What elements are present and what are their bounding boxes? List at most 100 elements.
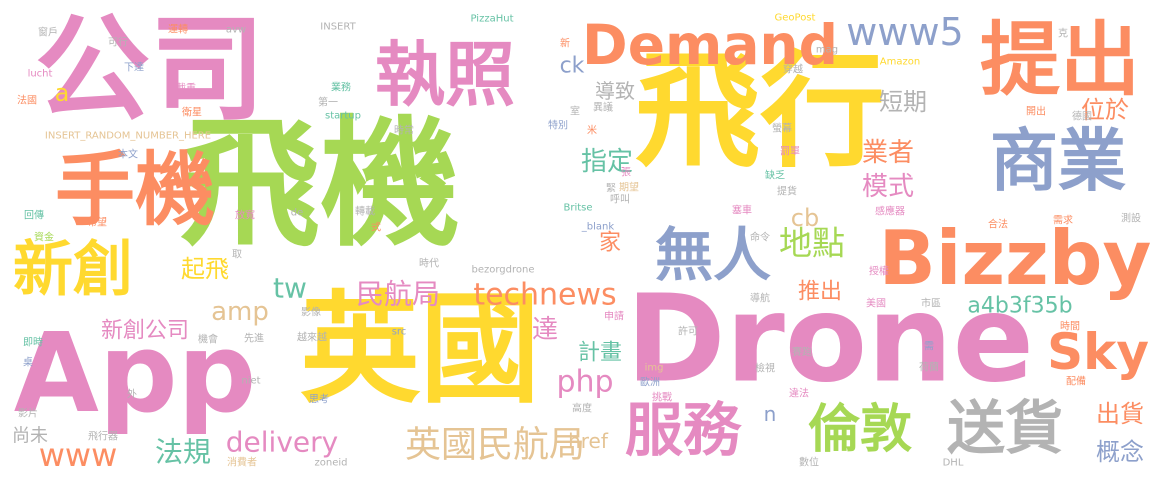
- cloud-word: 挑戰: [652, 391, 672, 404]
- cloud-word: 式: [371, 221, 381, 234]
- cloud-word: 可行: [108, 36, 128, 49]
- cloud-word: 資金: [34, 231, 54, 244]
- cloud-word: 回傳: [24, 209, 44, 222]
- cloud-word: 授權: [869, 265, 889, 278]
- cloud-word: 地點: [779, 224, 845, 263]
- cloud-word: 衛星: [182, 106, 202, 119]
- cloud-word: 荷蘭: [919, 361, 939, 374]
- cloud-word: 飛機: [180, 104, 460, 267]
- cloud-word: 運轉: [168, 23, 188, 36]
- cloud-word: 飛行器: [88, 430, 118, 443]
- cloud-word: a: [55, 79, 70, 107]
- cloud-word: avw: [226, 25, 246, 36]
- cloud-word: 公司: [35, 3, 265, 137]
- cloud-word: niet: [241, 376, 260, 387]
- cloud-word: 第一: [318, 96, 338, 109]
- cloud-word: 數位: [799, 456, 819, 469]
- cloud-word: de: [291, 208, 304, 219]
- cloud-word: 達: [532, 315, 558, 345]
- cloud-word: INSERT: [320, 22, 356, 33]
- cloud-word: 提出: [980, 14, 1140, 107]
- cloud-word: 命令: [750, 231, 770, 244]
- cloud-word: href: [568, 429, 609, 453]
- cloud-word: 期望: [619, 181, 639, 194]
- cloud-word: startup: [325, 111, 361, 122]
- cloud-word: 新創公司: [101, 319, 189, 344]
- cloud-word: 窗戶: [38, 26, 58, 39]
- cloud-word: cb: [791, 204, 819, 232]
- cloud-word: PizzaHut: [471, 14, 514, 25]
- cloud-word: delivery: [226, 426, 338, 459]
- cloud-word: img: [645, 363, 664, 374]
- cloud-word: 缺乏: [765, 169, 785, 182]
- cloud-word: 民航局: [356, 278, 440, 311]
- cloud-word: 異議: [593, 101, 613, 114]
- cloud-word: 消費者: [227, 456, 257, 469]
- cloud-word: 穿越: [783, 63, 803, 76]
- cloud-word: _blank: [581, 222, 615, 233]
- cloud-word: 導航: [750, 292, 770, 305]
- cloud-word: 位於: [1081, 96, 1129, 124]
- cloud-word: 本文: [118, 148, 138, 161]
- cloud-word: tw: [273, 272, 307, 305]
- cloud-word: 外: [127, 389, 137, 401]
- cloud-word: 倫敦: [808, 400, 912, 460]
- cloud-word: 家: [599, 231, 621, 256]
- cloud-word: 需求: [1053, 215, 1073, 227]
- cloud-word: 服務: [625, 396, 742, 464]
- cloud-word: 思考: [309, 394, 329, 406]
- cloud-word: 美國: [866, 297, 886, 310]
- cloud-word: 違法: [789, 387, 809, 400]
- cloud-word: 時常: [394, 124, 414, 137]
- cloud-word: Britse: [563, 203, 592, 214]
- cloud-word: www5: [846, 10, 963, 54]
- cloud-word: 法規: [155, 436, 211, 469]
- cloud-word: 下達: [124, 62, 144, 74]
- cloud-word: 即時: [23, 337, 43, 349]
- cloud-word: 室: [570, 105, 580, 118]
- cloud-word: 法國: [17, 94, 37, 107]
- cloud-word: 機會: [198, 333, 218, 346]
- cloud-word: 推出: [798, 280, 842, 305]
- cloud-word: 時代: [419, 258, 439, 270]
- cloud-word: n: [764, 402, 777, 426]
- cloud-word: 賽跑: [792, 346, 812, 359]
- cloud-word: a4b3f35b: [967, 294, 1072, 319]
- cloud-word: 測設: [1121, 212, 1141, 225]
- cloud-word: 罰單: [780, 146, 800, 158]
- cloud-word: 影像: [301, 307, 321, 319]
- cloud-word: DHL: [943, 458, 964, 469]
- cloud-word: 時間: [1060, 321, 1080, 333]
- cloud-word: amp: [211, 297, 269, 327]
- cloud-word: Demand: [582, 13, 838, 77]
- cloud-word: Drone: [626, 271, 1034, 410]
- cloud-word: 短期: [879, 88, 927, 116]
- cloud-word: bezorgdrone: [472, 265, 535, 276]
- cloud-word: GeoPost: [775, 13, 816, 24]
- cloud-word: 感應器: [875, 205, 905, 218]
- cloud-word: 螢幕: [772, 122, 792, 135]
- cloud-word: 模式: [862, 172, 914, 202]
- cloud-word: 無人: [655, 221, 771, 289]
- cloud-word: 新創: [13, 235, 133, 305]
- cloud-word: 需: [924, 341, 934, 353]
- cloud-word: Amazon: [880, 57, 920, 68]
- cloud-word: 取: [232, 249, 242, 261]
- cloud-word: 英國: [300, 281, 540, 420]
- cloud-word: www: [39, 436, 118, 474]
- cloud-word: 指定: [581, 147, 633, 177]
- cloud-word: 克: [1058, 28, 1068, 40]
- cloud-word: 送貨: [947, 394, 1063, 462]
- cloud-word: technews: [473, 278, 616, 313]
- cloud-word: lucht: [28, 69, 53, 80]
- cloud-word: 張: [621, 167, 631, 179]
- cloud-word: 許可: [678, 325, 698, 338]
- cloud-word: 德國: [1072, 110, 1092, 123]
- cloud-word: zoneid: [315, 458, 348, 469]
- cloud-word: src: [392, 327, 407, 338]
- cloud-word: 合法: [988, 218, 1008, 231]
- cloud-word: 尚未: [12, 426, 48, 447]
- cloud-word: 飛行: [635, 40, 885, 185]
